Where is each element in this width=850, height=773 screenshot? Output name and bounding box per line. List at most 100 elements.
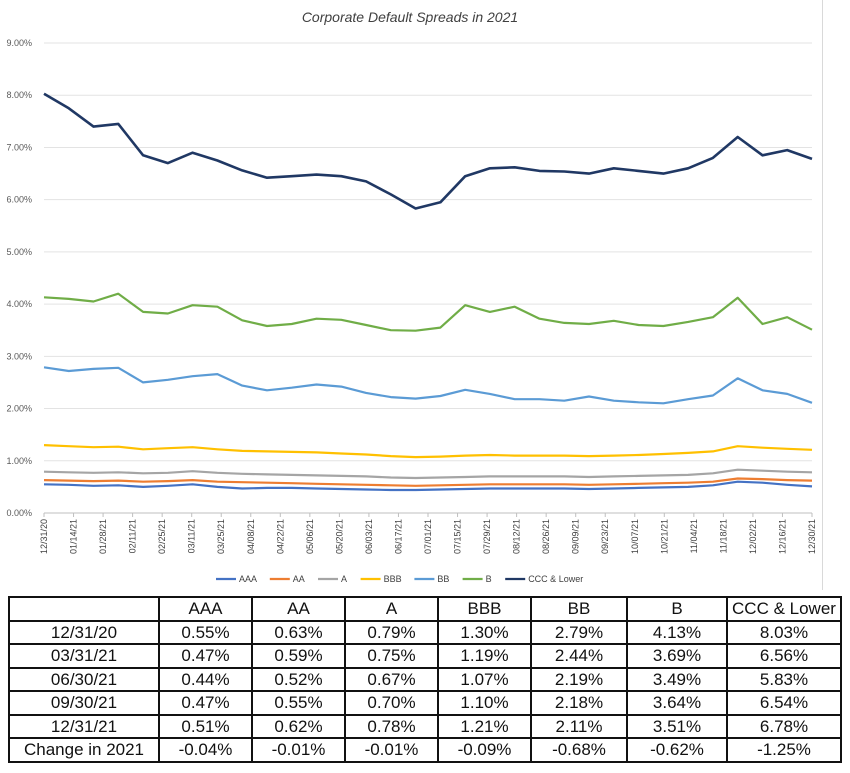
table-cell: 0.47%: [158, 643, 253, 669]
table-cell: 1.21%: [437, 713, 532, 739]
table-cell: -0.09%: [437, 737, 532, 763]
x-tick-label: 04/22/21: [275, 519, 285, 554]
table-cell: -0.01%: [251, 737, 346, 763]
x-tick-label: 12/31/20: [39, 519, 49, 554]
series-line-bbb: [43, 444, 813, 459]
x-tick-label: 11/04/21: [689, 519, 699, 553]
series-line-ccc-lower: [43, 92, 813, 210]
table-cell: 2.19%: [530, 666, 628, 692]
panel-divider: [822, 0, 823, 590]
table-row: Change in 2021 -0.04% -0.01% -0.01% -0.0…: [8, 737, 842, 763]
y-tick-label: 2.00%: [6, 404, 32, 414]
table-cell: 0.67%: [344, 666, 439, 692]
spread-summary-table: AAA AA A BBB BB B CCC & Lower 12/31/20 0…: [8, 596, 842, 763]
table-header-row: AAA AA A BBB BB B CCC & Lower: [8, 596, 842, 622]
table-row: 06/30/21 0.44% 0.52% 0.67% 1.07% 2.19% 3…: [8, 666, 842, 692]
table-header-cell: A: [344, 596, 439, 622]
y-tick-label: 5.00%: [6, 247, 32, 257]
y-tick-label: 4.00%: [6, 299, 32, 309]
x-tick-label: 07/15/21: [453, 519, 463, 554]
x-tick-label: 01/14/21: [69, 519, 79, 554]
table-header-cell: B: [626, 596, 728, 622]
series-line-aa: [43, 477, 813, 487]
chart-title: Corporate Default Spreads in 2021: [302, 9, 518, 25]
x-tick-label: 08/12/21: [512, 519, 522, 554]
legend-label: BBB: [384, 574, 402, 584]
table-cell: -0.68%: [530, 737, 628, 763]
table-cell: 2.18%: [530, 690, 628, 716]
x-tick-label: 03/25/21: [216, 519, 226, 554]
x-tick-label: 09/09/21: [571, 519, 581, 554]
row-label: 03/31/21: [8, 643, 160, 669]
row-label: Change in 2021: [8, 737, 160, 763]
x-tick-label: 12/02/21: [748, 519, 758, 554]
x-tick-label: 05/20/21: [334, 519, 344, 554]
table-row: 03/31/21 0.47% 0.59% 0.75% 1.19% 2.44% 3…: [8, 643, 842, 669]
table-cell: 0.63%: [251, 619, 346, 645]
table-cell: 2.79%: [530, 619, 628, 645]
table-cell: 0.75%: [344, 643, 439, 669]
row-label: 09/30/21: [8, 690, 160, 716]
legend-label: CCC & Lower: [528, 574, 583, 584]
table-cell: 3.49%: [626, 666, 728, 692]
table-cell: 1.10%: [437, 690, 532, 716]
y-tick-label: 6.00%: [6, 195, 32, 205]
x-tick-label: 03/11/21: [187, 519, 197, 553]
table-cell: 2.44%: [530, 643, 628, 669]
table-cell: 0.47%: [158, 690, 253, 716]
x-tick-label: 12/16/21: [777, 519, 787, 554]
table-cell: 2.11%: [530, 713, 628, 739]
series-line-aaa: [43, 480, 813, 492]
y-tick-label: 1.00%: [6, 456, 32, 466]
table-cell: 0.79%: [344, 619, 439, 645]
x-tick-label: 01/28/21: [98, 519, 108, 554]
table-header-cell: BB: [530, 596, 628, 622]
table-cell: 0.51%: [158, 713, 253, 739]
x-tick-label: 07/29/21: [482, 519, 492, 554]
row-label: 06/30/21: [8, 666, 160, 692]
chart-area: Corporate Default Spreads in 2021 0.00% 1.…: [6, 9, 817, 584]
table-cell: -0.04%: [158, 737, 253, 763]
table-header-cell: BBB: [437, 596, 532, 622]
table-cell: 0.52%: [251, 666, 346, 692]
table-header-cell: AAA: [158, 596, 253, 622]
summary-table-wrap: AAA AA A BBB BB B CCC & Lower 12/31/20 0…: [8, 596, 842, 763]
line-chart: Corporate Default Spreads in 2021 0.00% 1.…: [6, 9, 817, 584]
x-tick-label: 06/17/21: [393, 519, 403, 554]
table-cell: 0.44%: [158, 666, 253, 692]
x-tick-label: 09/23/21: [600, 519, 610, 554]
table-cell: 3.64%: [626, 690, 728, 716]
table-cell: 0.59%: [251, 643, 346, 669]
table-cell: 0.70%: [344, 690, 439, 716]
table-row: 09/30/21 0.47% 0.55% 0.70% 1.10% 2.18% 3…: [8, 690, 842, 716]
table-cell: 4.13%: [626, 619, 728, 645]
y-tick-label: 9.00%: [6, 38, 32, 48]
row-label: 12/31/21: [8, 713, 160, 739]
row-label: 12/31/20: [8, 619, 160, 645]
series-line-bb: [43, 366, 813, 405]
table-cell: 3.69%: [626, 643, 728, 669]
x-tick-label: 06/03/21: [364, 519, 374, 554]
x-tick-label: 12/30/21: [807, 519, 817, 554]
table-header-cell: [8, 596, 160, 622]
legend-label: BB: [437, 574, 449, 584]
table-cell: -1.25%: [726, 737, 842, 763]
legend-label: AA: [293, 574, 305, 584]
y-tick-label: 8.00%: [6, 90, 32, 100]
table-cell: 6.56%: [726, 643, 842, 669]
table-header-cell: CCC & Lower: [726, 596, 842, 622]
x-tick-label: 10/07/21: [630, 519, 640, 554]
y-tick-label: 0.00%: [6, 508, 32, 518]
y-tick-label: 3.00%: [6, 351, 32, 361]
table-row: 12/31/20 0.55% 0.63% 0.79% 1.30% 2.79% 4…: [8, 619, 842, 645]
x-tick-label: 02/25/21: [157, 519, 167, 554]
table-cell: 3.51%: [626, 713, 728, 739]
table-cell: 1.07%: [437, 666, 532, 692]
legend-label: A: [341, 574, 347, 584]
legend-label: AAA: [239, 574, 257, 584]
table-cell: 0.55%: [251, 690, 346, 716]
x-tick-label: 07/01/21: [423, 519, 433, 554]
table-cell: -0.01%: [344, 737, 439, 763]
table-cell: 6.78%: [726, 713, 842, 739]
table-cell: 8.03%: [726, 619, 842, 645]
